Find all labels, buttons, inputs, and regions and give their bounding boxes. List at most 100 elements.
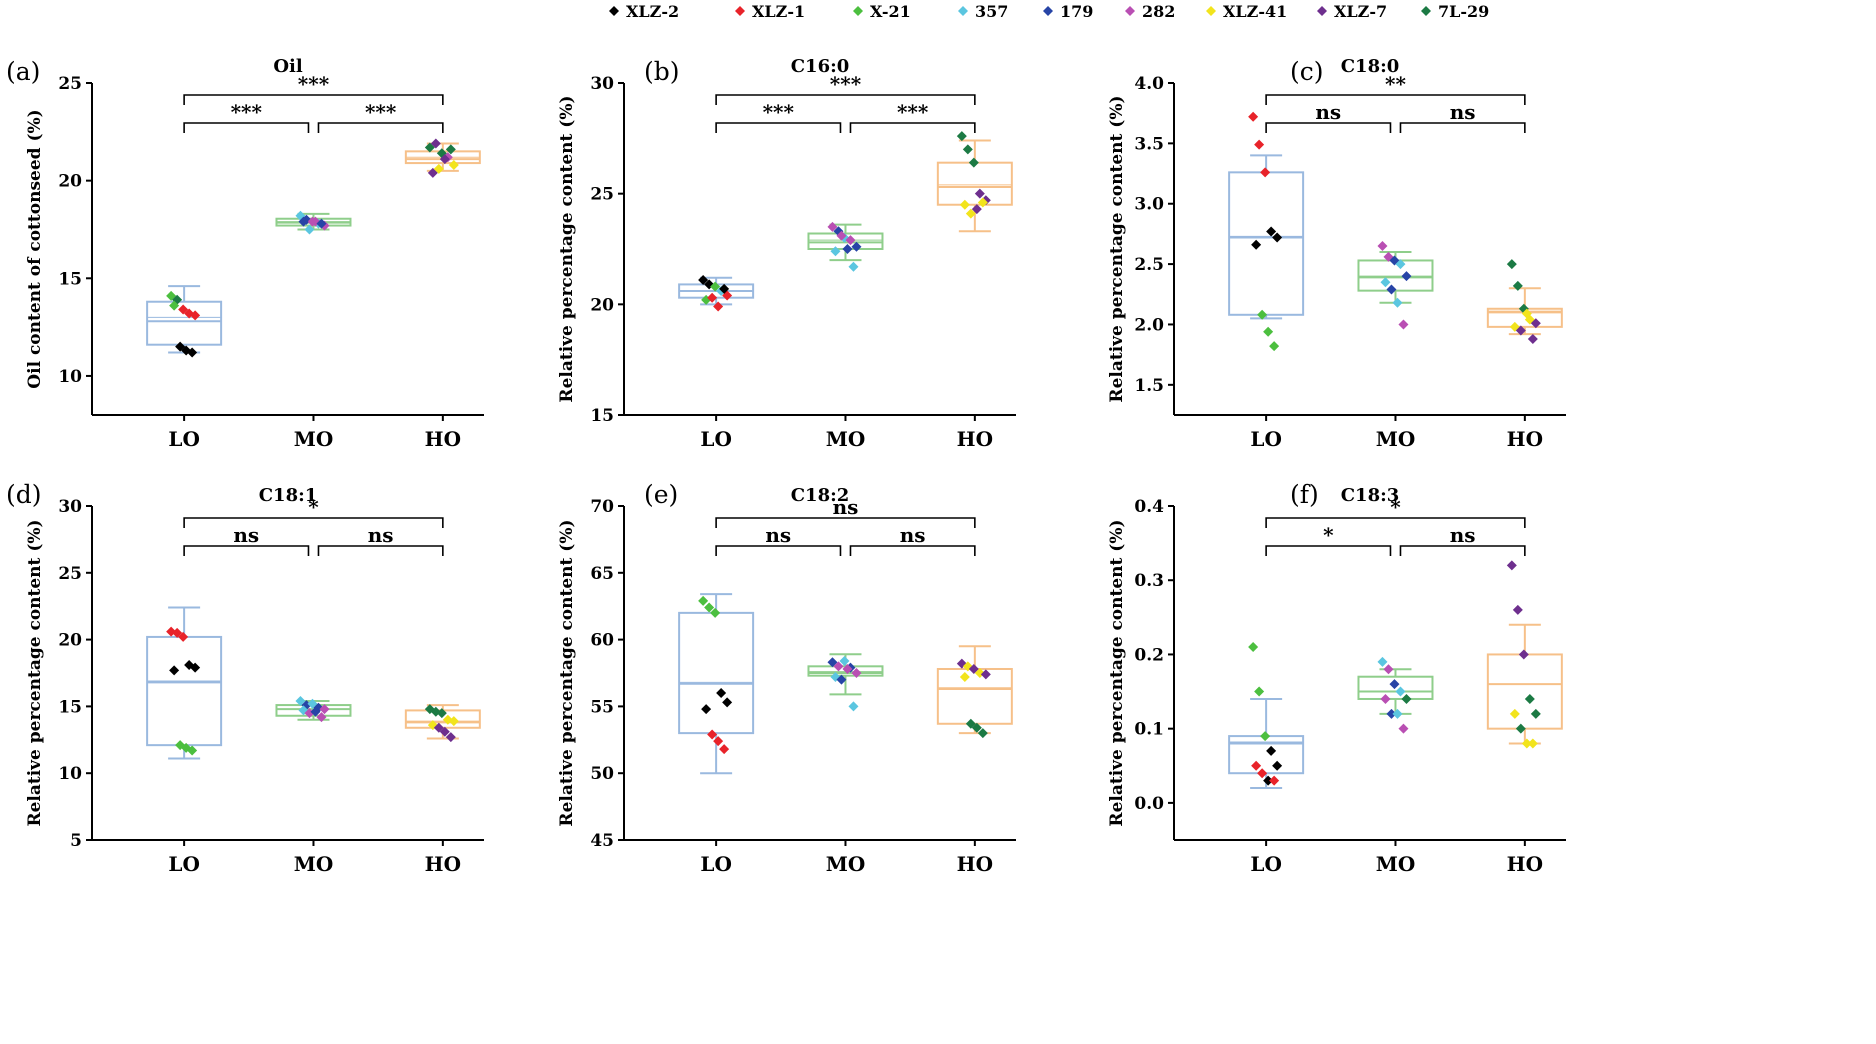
y-tick-label: 2.5 — [1134, 255, 1164, 275]
panel-label: (c) — [1290, 57, 1324, 86]
legend-item-xlz-1: XLZ-1 — [735, 2, 805, 21]
data-point — [187, 745, 198, 756]
significance-bracket: ns — [1399, 100, 1526, 133]
data-point — [1386, 284, 1397, 295]
bracket-line — [1399, 545, 1526, 556]
significance-label: *** — [763, 100, 795, 124]
significance-label: ns — [900, 523, 926, 547]
data-point — [1509, 708, 1520, 719]
bracket-line — [1265, 517, 1526, 528]
data-point — [169, 665, 180, 676]
bracket-line — [317, 545, 444, 556]
significance-bracket: * — [183, 495, 444, 528]
y-tick-label: 55 — [590, 697, 614, 717]
data-point — [319, 704, 330, 715]
box-iqr — [936, 161, 1013, 206]
x-tick-label: LO — [700, 427, 731, 451]
legend: XLZ-2 XLZ-1 X-21 357 179 282 XLZ-41 XLZ-7 7L-29 — [609, 2, 1489, 21]
panel-label: (e) — [644, 480, 678, 509]
x-tick-label: LO — [700, 852, 731, 876]
data-point — [704, 602, 715, 613]
data-point — [1266, 226, 1277, 237]
data-point — [719, 283, 730, 294]
data-point — [833, 661, 844, 672]
y-tick-label: 0.3 — [1134, 571, 1164, 591]
data-point — [827, 657, 838, 668]
box-mo — [807, 223, 884, 262]
legend-marker — [1206, 6, 1216, 16]
bracket-line — [183, 545, 310, 556]
data-point — [445, 144, 456, 155]
legend-label: 357 — [975, 2, 1008, 21]
significance-label: ns — [765, 523, 791, 547]
y-tick-label: 25 — [590, 185, 614, 205]
data-point — [836, 230, 847, 241]
data-point — [1521, 308, 1532, 319]
significance-label: ** — [1385, 72, 1406, 96]
y-tick-label: 70 — [590, 497, 614, 517]
legend-marker — [1125, 6, 1135, 16]
data-point — [713, 736, 724, 747]
y-tick-label: 0.2 — [1134, 645, 1164, 665]
data-point — [430, 138, 441, 149]
box-lo — [146, 285, 223, 354]
x-tick-label: MO — [1376, 852, 1416, 876]
legend-label: 179 — [1060, 2, 1093, 21]
y-tick-label: 45 — [590, 831, 614, 851]
data-point — [1512, 280, 1523, 291]
bracket-line — [1265, 94, 1526, 105]
y-tick-label: 50 — [590, 764, 614, 784]
significance-label: ns — [833, 495, 859, 519]
legend-item-357: 357 — [958, 2, 1008, 21]
panel-f: 0.0 0.1 0.2 0.3 0.4 Relative percentage conte… — [1107, 480, 1566, 876]
data-point — [1272, 232, 1283, 243]
box-iqr — [1357, 259, 1434, 292]
data-point — [710, 607, 721, 618]
legend-item-282: 282 — [1125, 2, 1175, 21]
data-point — [719, 744, 730, 755]
box-iqr — [1228, 171, 1305, 316]
legend-label: 7L-29 — [1438, 2, 1489, 21]
data-point — [1272, 760, 1283, 771]
significance-bracket: ns — [715, 495, 976, 528]
panel-title: C18:0 — [1341, 56, 1400, 77]
data-point — [1377, 656, 1388, 667]
box-iqr — [146, 635, 223, 747]
data-point — [959, 672, 970, 683]
significance-label: *** — [231, 100, 263, 124]
panel-label: (d) — [6, 480, 42, 509]
data-point — [1530, 708, 1541, 719]
data-point — [1380, 277, 1391, 288]
panel-title: C16:0 — [791, 56, 850, 77]
data-point — [1521, 738, 1532, 749]
box-ho — [1486, 623, 1563, 745]
data-point — [448, 160, 459, 171]
data-point — [316, 712, 327, 723]
data-point — [1524, 693, 1535, 704]
y-tick-label: 25 — [58, 564, 82, 584]
x-tick-label: LO — [1250, 852, 1281, 876]
data-point — [962, 144, 973, 155]
data-point — [851, 241, 862, 252]
significance-label: *** — [298, 72, 330, 96]
data-point — [1398, 723, 1409, 734]
significance-label: *** — [897, 100, 929, 124]
bracket-line — [715, 517, 976, 528]
legend-item-x-21: X-21 — [853, 2, 911, 21]
data-point — [1386, 708, 1397, 719]
y-tick-label: 15 — [58, 269, 82, 289]
y-tick-label: 0.0 — [1134, 794, 1164, 814]
x-tick-label: MO — [1376, 427, 1416, 451]
data-point — [1401, 271, 1412, 282]
x-tick-label: HO — [957, 852, 993, 876]
data-point — [187, 347, 198, 358]
data-point — [1248, 642, 1259, 653]
data-point — [968, 663, 979, 674]
significance-bracket: ns — [715, 523, 842, 556]
box-ho — [936, 139, 1013, 233]
data-point — [1260, 731, 1271, 742]
data-point — [448, 716, 459, 727]
data-point — [445, 732, 456, 743]
data-point — [439, 154, 450, 165]
data-point — [178, 631, 189, 642]
